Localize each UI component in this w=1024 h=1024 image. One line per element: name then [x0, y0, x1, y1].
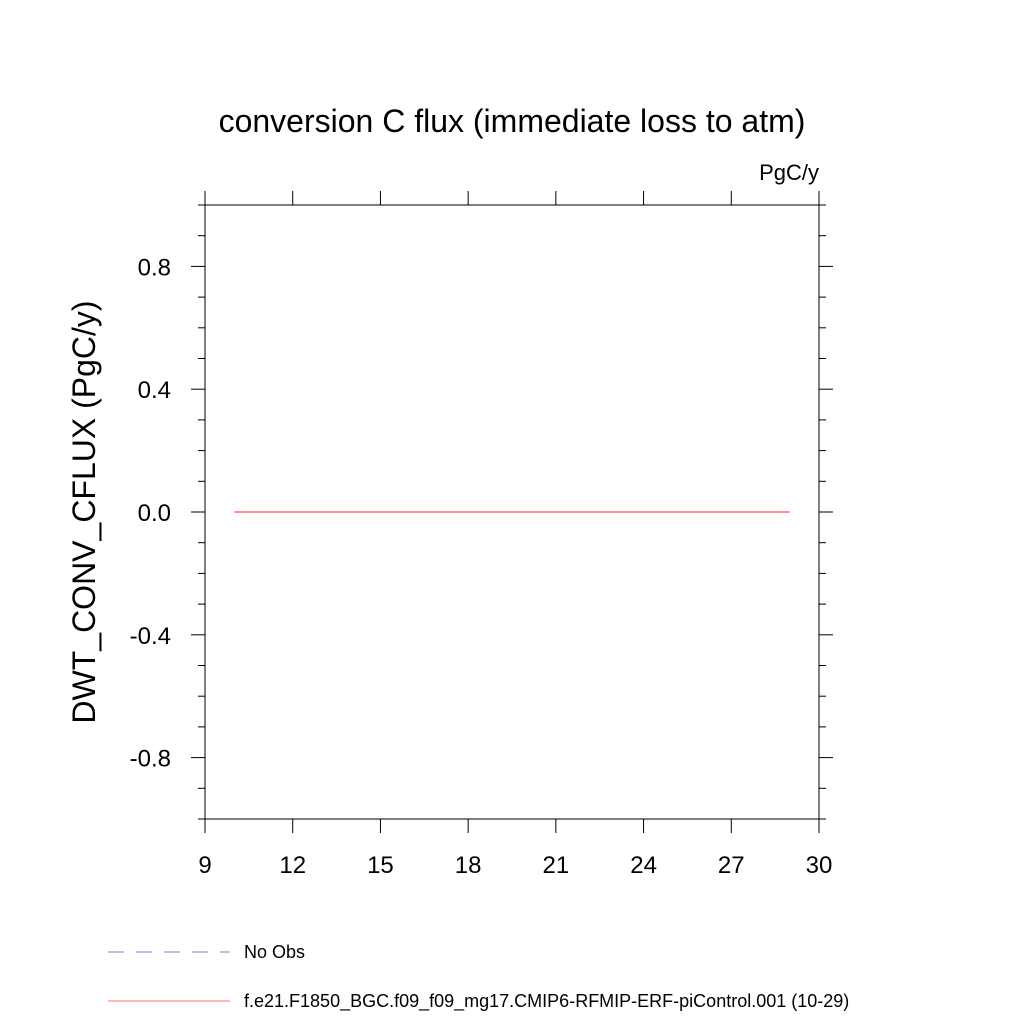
legend-label-0: No Obs — [244, 942, 305, 962]
legend-label-1: f.e21.F1850_BGC.f09_f09_mg17.CMIP6-RFMIP… — [244, 991, 849, 1012]
x-tick-label: 9 — [198, 852, 211, 879]
x-tick-label: 24 — [630, 852, 657, 879]
x-tick-label: 21 — [543, 852, 570, 879]
x-tick-label: 30 — [806, 852, 833, 879]
y-tick-label: 0.8 — [138, 254, 171, 281]
y-tick-label: -0.8 — [130, 746, 171, 773]
units-label: PgC/y — [759, 160, 819, 185]
y-axis-ticks: -0.8 -0.4 0.0 0.4 0.8 — [130, 204, 833, 820]
x-axis-ticks: 9 12 15 18 21 24 27 30 — [198, 191, 832, 879]
y-tick-label: -0.4 — [130, 623, 171, 650]
y-tick-label: 0.0 — [138, 500, 171, 527]
x-tick-label: 18 — [455, 852, 482, 879]
legend: No Obs f.e21.F1850_BGC.f09_f09_mg17.CMIP6… — [108, 942, 849, 1012]
x-tick-label: 12 — [279, 852, 306, 879]
chart-title: conversion C flux (immediate loss to atm… — [219, 103, 806, 139]
x-tick-label: 27 — [718, 852, 745, 879]
x-tick-label: 15 — [367, 852, 394, 879]
y-tick-label: 0.4 — [138, 377, 171, 404]
y-axis-label: DWT_CONV_CFLUX (PgC/y) — [66, 300, 102, 723]
